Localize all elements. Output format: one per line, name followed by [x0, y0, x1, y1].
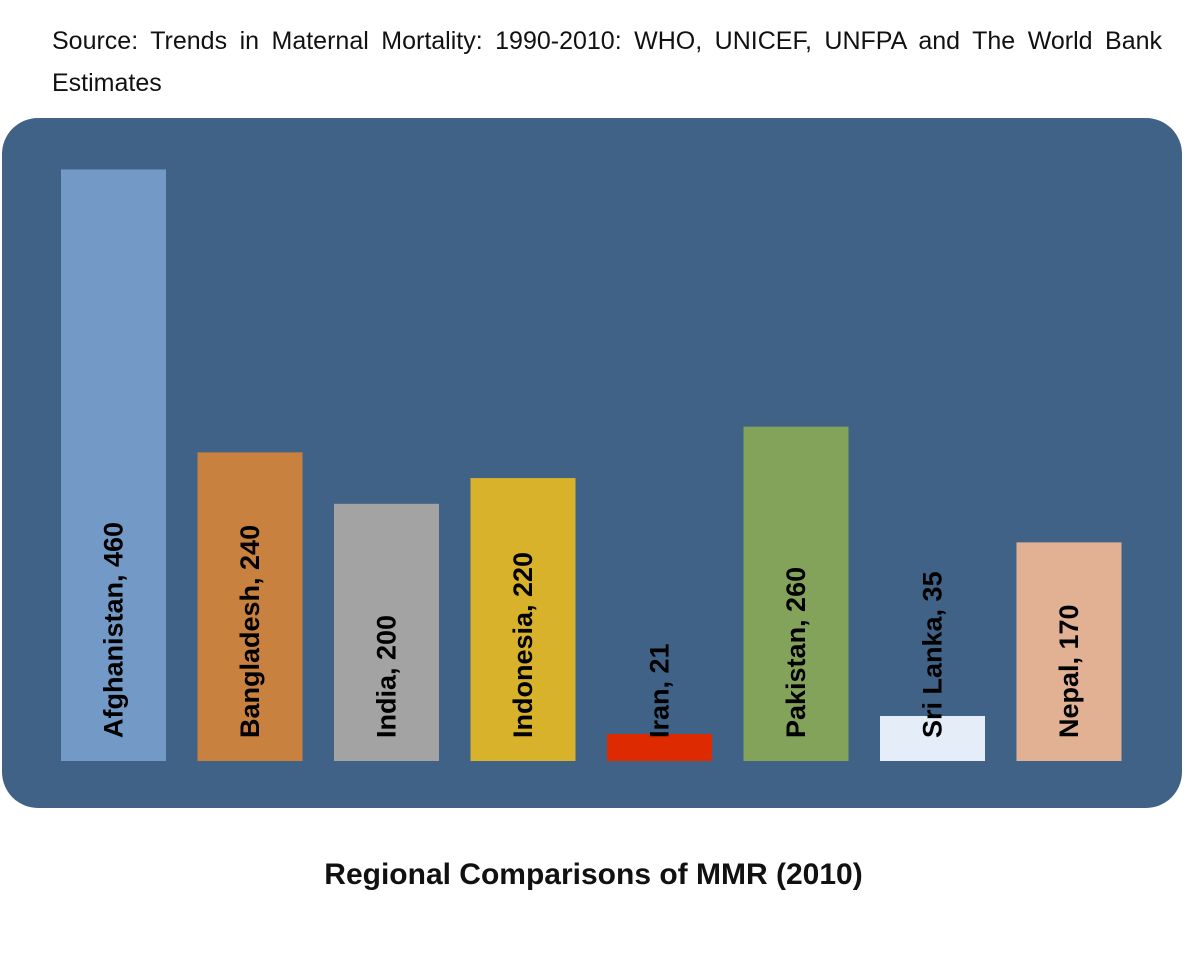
- bar-indonesia: [470, 478, 576, 761]
- chart-background: [2, 118, 1182, 808]
- data-label-afghanistan: Afghanistan, 460: [99, 522, 129, 738]
- data-label-iran: Iran, 21: [645, 643, 675, 738]
- bar-chart: Afghanistan, 460 Bangladesh, 240 India, 20…: [2, 118, 1182, 808]
- bar-sri-lanka: [880, 715, 985, 761]
- bar-iran: [607, 733, 712, 761]
- data-label-sri-lanka: Sri Lanka, 35: [918, 571, 948, 738]
- data-labels-layer: Afghanistan, 460 Bangladesh, 240 India, 20…: [99, 522, 1085, 738]
- bar-bangladesh: [197, 452, 303, 761]
- bar-india: [334, 503, 439, 761]
- bar-pakistan: [743, 426, 849, 761]
- bar-nepal: [1016, 542, 1122, 761]
- data-label-pakistan: Pakistan, 260: [781, 567, 811, 738]
- data-label-bangladesh: Bangladesh, 240: [235, 525, 265, 738]
- source-note: Source: Trends in Maternal Mortality: 19…: [52, 27, 1162, 97]
- data-label-indonesia: Indonesia, 220: [508, 552, 538, 738]
- data-label-nepal: Nepal, 170: [1054, 604, 1084, 738]
- chart-panel: Afghanistan, 460 Bangladesh, 240 India, 20…: [2, 118, 1182, 808]
- data-label-india: India, 200: [372, 615, 402, 738]
- bars-layer: [61, 169, 1122, 761]
- bar-afghanistan: [61, 169, 166, 761]
- chart-title: Regional Comparisons of MMR (2010): [324, 858, 863, 891]
